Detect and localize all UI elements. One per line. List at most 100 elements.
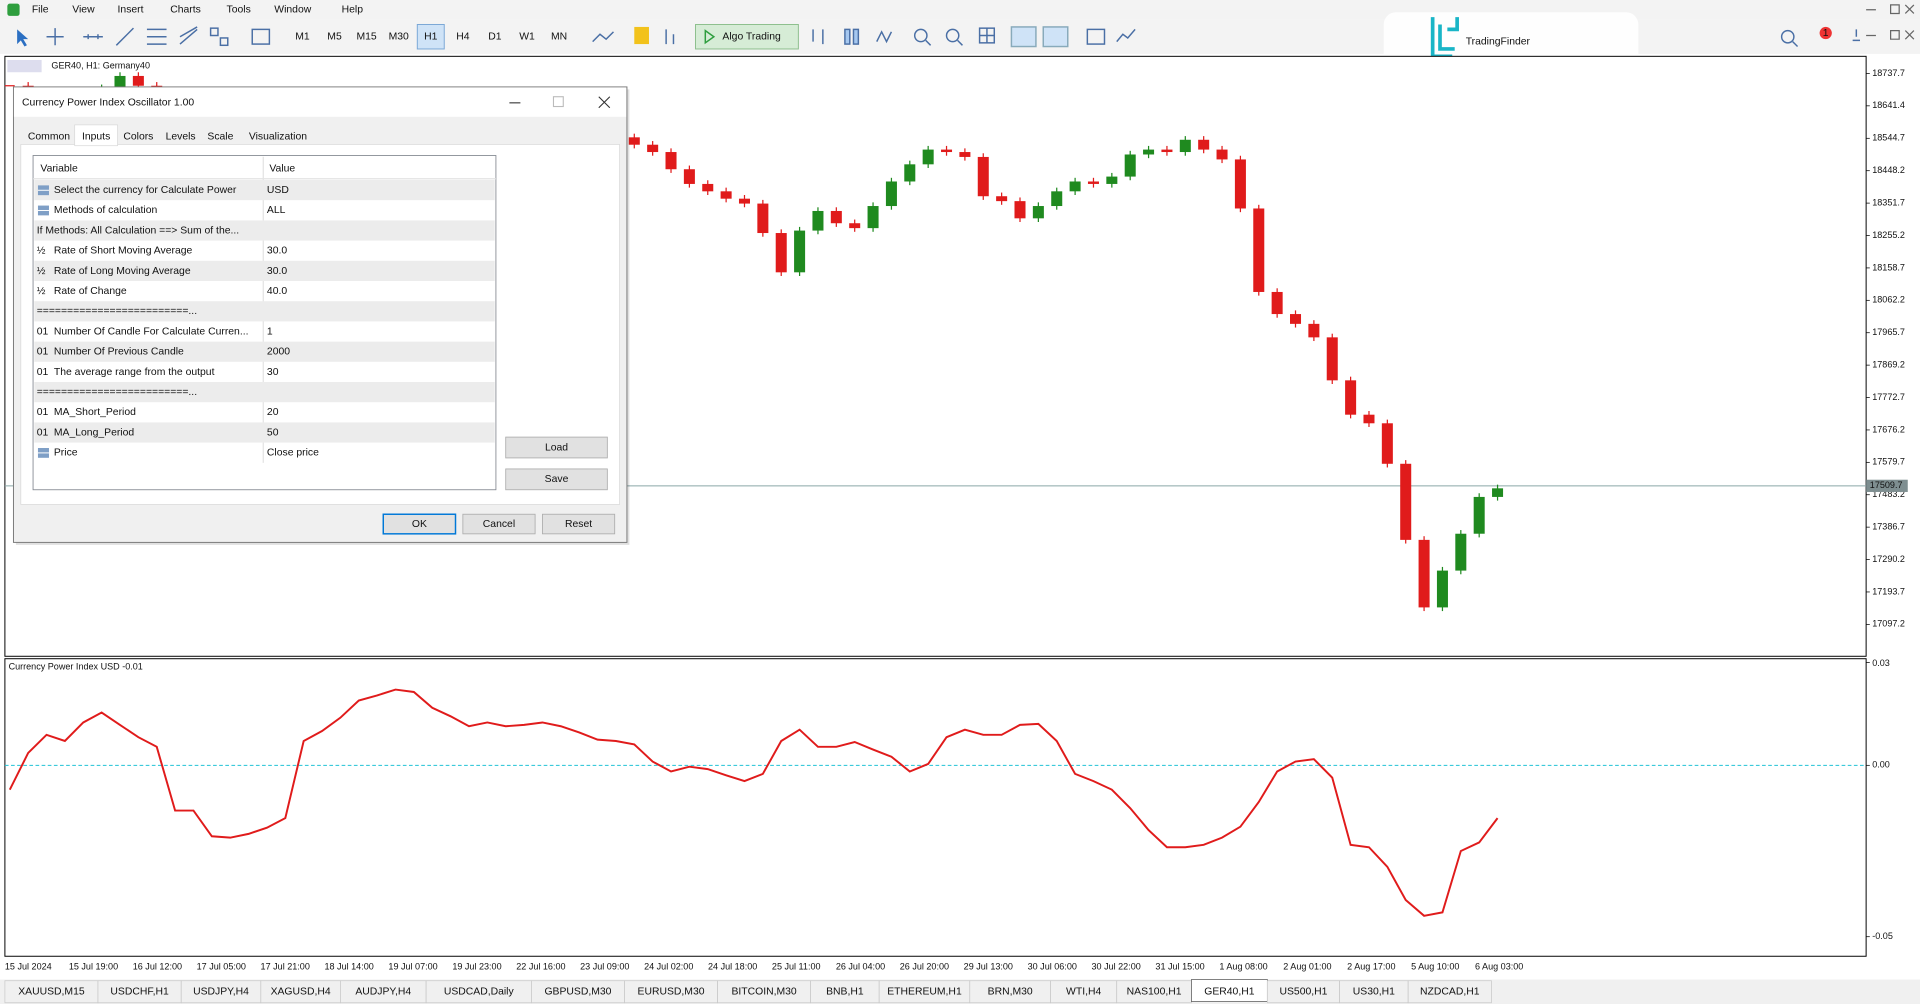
candle [720, 191, 732, 199]
dialog-button[interactable] [382, 513, 457, 535]
candle [1455, 533, 1467, 571]
y-tick-label: 18158.7 [1872, 262, 1905, 272]
candle [775, 233, 787, 273]
row-value[interactable]: USD [267, 185, 289, 196]
row-value[interactable]: 40.0 [267, 286, 287, 297]
menu-item[interactable]: View [72, 5, 95, 16]
row-value[interactable]: 1 [267, 326, 273, 337]
timeframe-button[interactable]: D1 [488, 31, 502, 42]
table-row-bg [34, 260, 495, 281]
algo-trading-label: Algo Trading [722, 31, 781, 42]
notification-count: 1 [1823, 28, 1829, 39]
menu-item[interactable]: Insert [118, 5, 144, 16]
y-tick-label: 18641.4 [1872, 100, 1905, 110]
y-tick-label: 17483.2 [1872, 489, 1905, 499]
candle [683, 169, 695, 184]
row-variable: Select the currency for Calculate Power [54, 185, 237, 196]
y-tick-label: 17869.2 [1872, 360, 1905, 370]
candle [1179, 139, 1191, 153]
row-value[interactable]: 30 [267, 367, 279, 378]
dialog-tab[interactable]: Levels [166, 131, 196, 142]
menu-item[interactable]: Tools [227, 5, 251, 16]
timeframe-button[interactable]: M15 [357, 31, 377, 42]
candle [1418, 539, 1430, 608]
x-tick-label: 30 Jul 06:00 [1028, 962, 1077, 972]
dialog-tab[interactable]: Scale [207, 131, 233, 142]
timeframe-button[interactable]: M30 [389, 31, 409, 42]
candle [114, 75, 126, 89]
current-price-label: 17509.7 [1870, 480, 1903, 490]
x-tick-label: 26 Jul 04:00 [836, 962, 885, 972]
row-value[interactable]: 30.0 [267, 266, 287, 277]
chart-icons [7, 59, 42, 73]
row-type-icon: 01 [37, 347, 49, 358]
dialog-tab[interactable]: Colors [123, 131, 153, 142]
x-tick-label: 15 Jul 19:00 [69, 962, 118, 972]
candle [830, 210, 842, 224]
dialog-button-label: Cancel [483, 519, 515, 530]
timeframe-button[interactable]: W1 [519, 31, 535, 42]
candle [1473, 496, 1485, 534]
table-row-bg [34, 422, 495, 443]
timeframe-button[interactable]: MN [551, 31, 567, 42]
dialog-tab[interactable]: Common [28, 131, 70, 142]
candle [702, 183, 714, 192]
y-tick-label: 17386.7 [1872, 522, 1905, 532]
timeframe-button[interactable]: H1 [424, 31, 438, 42]
table-row-bg [34, 301, 495, 322]
y-tick-label: 17772.7 [1872, 392, 1905, 402]
y-tick-label: 18448.2 [1872, 165, 1905, 175]
symbol-tab-label: XAGUSD,H4 [271, 987, 331, 998]
x-tick-label: 16 Jul 12:00 [133, 962, 182, 972]
symbol-tab[interactable] [1407, 980, 1492, 1004]
symbol-tab-label: US500,H1 [1279, 987, 1327, 998]
row-variable: Price [54, 448, 78, 459]
menu-item[interactable]: Help [342, 5, 364, 16]
dialog-button-label: Reset [565, 519, 592, 530]
menu-item[interactable]: Charts [170, 5, 201, 16]
side-button-label: Load [545, 442, 568, 453]
row-value[interactable]: 50 [267, 427, 279, 438]
row-value[interactable]: Close price [267, 448, 319, 459]
row-value[interactable]: ALL [267, 205, 286, 216]
symbol-tab-label: NAS100,H1 [1127, 987, 1182, 998]
y-tick-label: -0.05 [1872, 931, 1893, 941]
y-tick-label: 17965.7 [1872, 327, 1905, 337]
x-tick-label: 22 Jul 16:00 [516, 962, 565, 972]
dialog-tab[interactable]: Visualization [249, 131, 307, 142]
row-type-icon: 01 [37, 407, 49, 418]
y-tick-label: 17290.2 [1872, 554, 1905, 564]
candle [1290, 314, 1302, 324]
candle [1492, 488, 1504, 497]
toolbar-icons [17, 26, 1860, 48]
x-tick-label: 15 Jul 2024 [5, 962, 52, 972]
row-value[interactable]: 30.0 [267, 246, 287, 257]
indicator-pane [4, 658, 1867, 957]
chart-title: GER40, H1: Germany40 [51, 61, 150, 71]
dialog-button[interactable] [542, 513, 616, 535]
side-button[interactable] [505, 468, 608, 491]
x-tick-label: 29 Jul 13:00 [964, 962, 1013, 972]
timeframe-button[interactable]: M1 [295, 31, 310, 42]
row-variable: Rate of Long Moving Average [54, 266, 191, 277]
menu-item[interactable]: File [32, 5, 49, 16]
dialog-button[interactable] [462, 513, 536, 535]
x-tick-label: 5 Aug 10:00 [1411, 962, 1459, 972]
menu-item[interactable]: Window [274, 5, 311, 16]
row-type-icon: ½ [37, 266, 46, 277]
candle [1381, 423, 1393, 464]
y-tick-label: 17676.2 [1872, 424, 1905, 434]
x-tick-label: 30 Jul 22:00 [1092, 962, 1141, 972]
current-price-box [1866, 479, 1908, 492]
x-tick-label: 23 Jul 09:00 [580, 962, 629, 972]
candle [1106, 176, 1118, 184]
candle [1271, 291, 1283, 315]
symbol-tab-label: BITCOIN,M30 [731, 987, 796, 998]
side-button[interactable] [505, 436, 608, 459]
timeframe-button[interactable]: H4 [456, 31, 470, 42]
row-value[interactable]: 2000 [267, 347, 290, 358]
dialog-tab[interactable]: Inputs [82, 131, 110, 142]
timeframe-button[interactable]: M5 [327, 31, 342, 42]
row-value[interactable]: 20 [267, 407, 279, 418]
indicator-line [8, 688, 1499, 917]
